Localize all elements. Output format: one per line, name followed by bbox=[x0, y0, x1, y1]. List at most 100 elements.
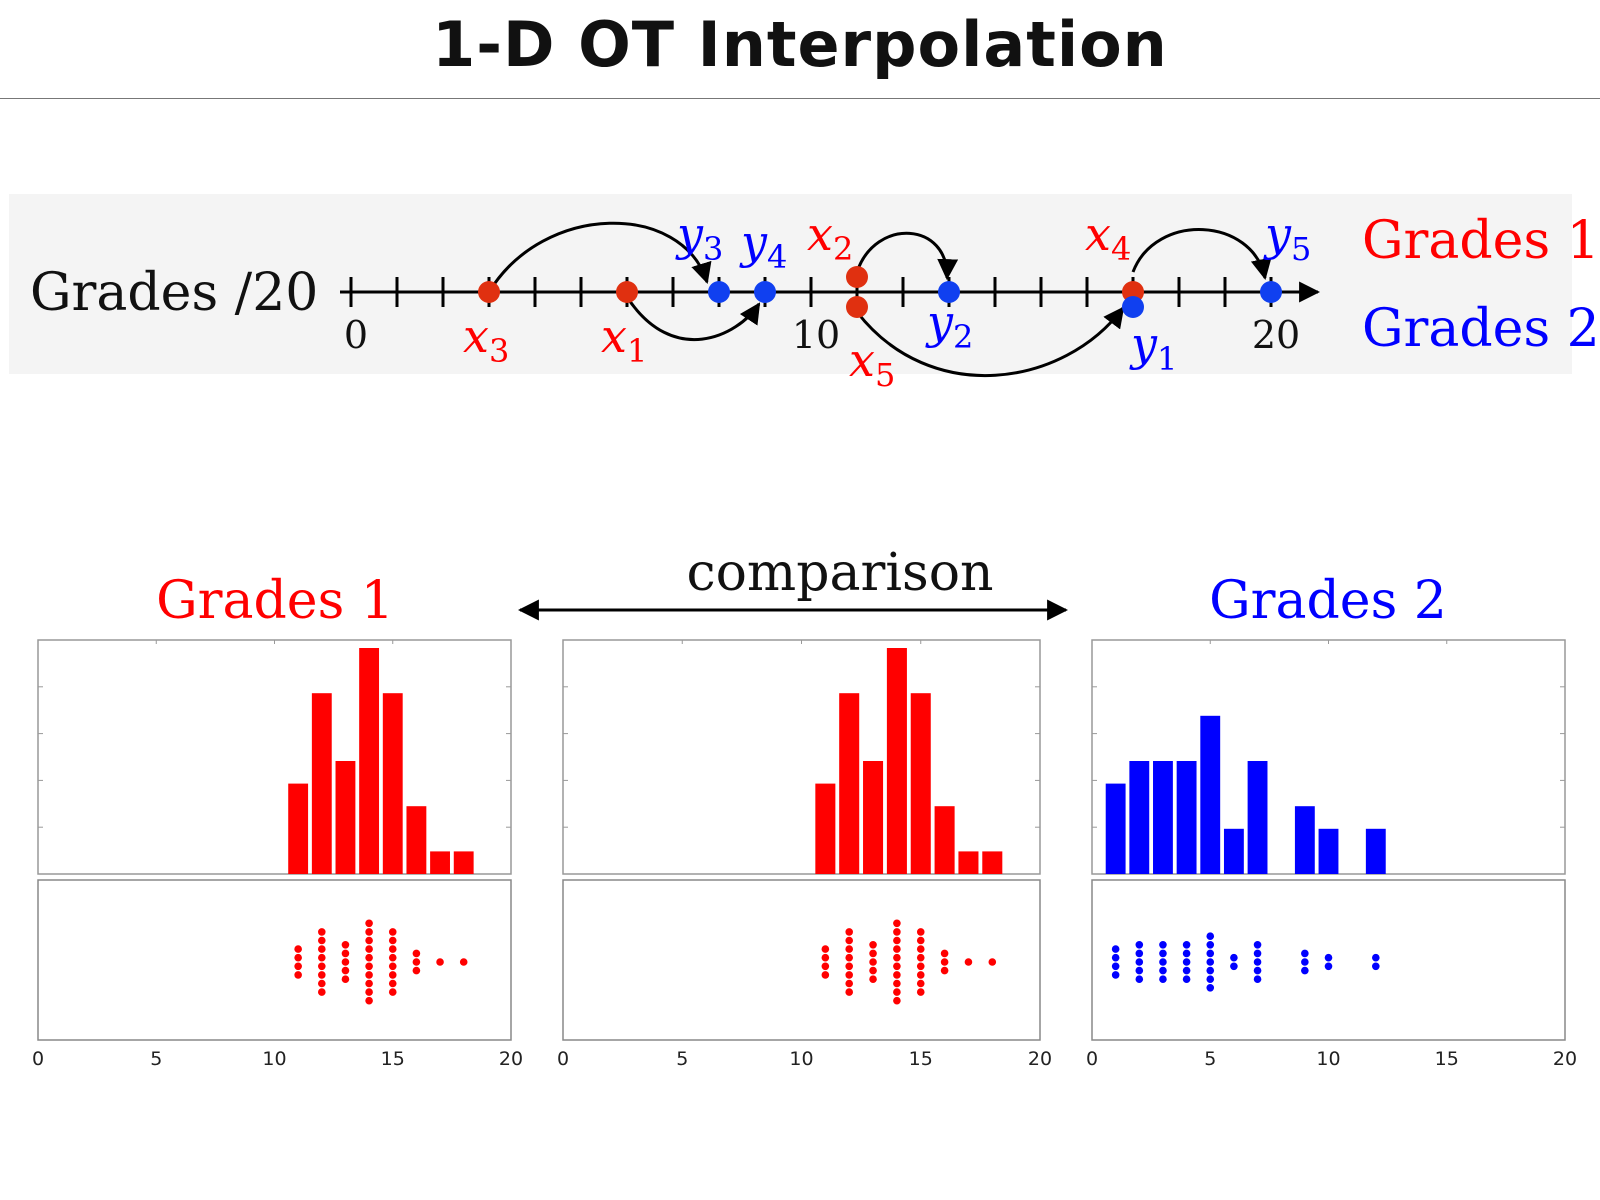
dotplot-dot bbox=[1230, 953, 1238, 962]
dotplot-dot bbox=[1182, 975, 1191, 983]
y3-label: y3 bbox=[675, 207, 723, 268]
x4-label: x4 bbox=[1085, 207, 1131, 268]
dotplot-dot bbox=[1206, 966, 1215, 975]
dotplot-dot bbox=[365, 971, 373, 979]
dotplot-dot bbox=[1135, 966, 1144, 975]
dotplot-dot bbox=[1301, 958, 1309, 966]
dotplot-dot bbox=[1301, 966, 1309, 975]
dotplot-dot bbox=[845, 979, 853, 988]
dotplot-dot bbox=[845, 971, 853, 979]
dotplot-dot bbox=[318, 962, 326, 971]
dotplot-frame bbox=[37, 879, 512, 1041]
dotplot-dot bbox=[821, 953, 830, 962]
y5-label: y5 bbox=[1263, 207, 1311, 268]
dotplot-dot bbox=[845, 945, 853, 953]
dotplot-dot bbox=[1111, 945, 1120, 953]
histogram-panels: 0 5 10 15 20 0 5 10 15 20 0 5 10 15 20 bbox=[32, 639, 1577, 1070]
histogram-bar bbox=[1318, 828, 1339, 874]
dotplot-dot bbox=[459, 958, 468, 966]
histogram-bar bbox=[288, 783, 309, 874]
dotplot-dot bbox=[845, 928, 853, 936]
panel-title-grades-1: Grades 1 bbox=[156, 571, 394, 631]
dotplot-dot bbox=[294, 945, 302, 953]
dotplot-dot bbox=[893, 962, 901, 971]
dotplot-dot bbox=[412, 949, 421, 958]
legend-grades-1: Grades 1 bbox=[1362, 211, 1600, 271]
dotplot-dot bbox=[916, 962, 925, 971]
dotplot-dot bbox=[845, 936, 853, 945]
panel-x-tick-label: 20 bbox=[499, 1048, 523, 1070]
histogram-bar bbox=[1223, 828, 1244, 874]
histogram-bar bbox=[863, 761, 884, 874]
dotplot-dot bbox=[1135, 941, 1144, 949]
dotplot-dot bbox=[318, 945, 326, 953]
dotplot-dot bbox=[318, 988, 326, 996]
dotplot-dot bbox=[988, 958, 997, 966]
dotplot-dot bbox=[845, 988, 853, 996]
x5-dot bbox=[846, 296, 868, 318]
histogram-bar bbox=[1129, 761, 1150, 874]
dotplot-dot bbox=[1206, 941, 1215, 949]
dotplot-dot bbox=[388, 988, 397, 996]
panel-x-tick-label: 0 bbox=[32, 1048, 44, 1070]
dotplot-dot bbox=[821, 962, 830, 971]
panel-x-tick-label: 5 bbox=[1204, 1048, 1216, 1070]
histogram-bar bbox=[1105, 783, 1126, 874]
dotplot-dot bbox=[1159, 966, 1167, 975]
y4-label: y4 bbox=[739, 215, 787, 276]
dotplot-dot bbox=[1182, 966, 1191, 975]
histogram-bar bbox=[1200, 715, 1221, 874]
dotplot-dot bbox=[1135, 949, 1144, 958]
x1-dot bbox=[616, 281, 638, 303]
dotplot-dot bbox=[1206, 949, 1215, 958]
transport-arrow bbox=[625, 296, 761, 342]
panel-3: 0 5 10 15 20 bbox=[1086, 639, 1577, 1070]
tick-label-0: 0 bbox=[344, 313, 368, 357]
y3-dot bbox=[708, 281, 730, 303]
dotplot-dot bbox=[916, 945, 925, 953]
dotplot-dot bbox=[294, 953, 302, 962]
y1-dot bbox=[1122, 296, 1144, 318]
histogram-bar bbox=[1247, 761, 1268, 874]
dotplot-dot bbox=[940, 966, 949, 975]
histogram-bar bbox=[382, 693, 403, 874]
panel-x-tick-label: 15 bbox=[1435, 1048, 1459, 1070]
dotplot-dot bbox=[318, 928, 326, 936]
histogram-bar bbox=[1294, 806, 1315, 874]
histogram-frame bbox=[562, 639, 1041, 875]
histogram-bar bbox=[453, 851, 474, 874]
dotplot-dot bbox=[388, 945, 397, 953]
panel-x-tick-label: 15 bbox=[909, 1048, 933, 1070]
dotplot-dot bbox=[1159, 975, 1167, 983]
dotplot-dot bbox=[845, 953, 853, 962]
transport-arrow bbox=[1131, 228, 1272, 281]
grade-dots bbox=[478, 266, 1282, 318]
dotplot-dot bbox=[1230, 962, 1238, 971]
histogram-bar bbox=[1176, 761, 1197, 874]
tick-label-20: 20 bbox=[1252, 313, 1300, 357]
dotplot-dot bbox=[869, 949, 877, 958]
dotplot-dot bbox=[318, 953, 326, 962]
dotplot-dot bbox=[893, 971, 901, 979]
dotplot-dot bbox=[388, 971, 397, 979]
histogram-bar bbox=[886, 648, 907, 874]
histogram-bar bbox=[1153, 761, 1173, 874]
y4-dot bbox=[754, 281, 776, 303]
panel-x-tick-label: 5 bbox=[150, 1048, 162, 1070]
slide-title: 1-D OT Interpolation bbox=[432, 8, 1168, 81]
dotplot-dot bbox=[893, 928, 901, 936]
dotplot-dot bbox=[294, 962, 302, 971]
y1-label: y1 bbox=[1129, 317, 1177, 378]
dotplot-dot bbox=[1206, 975, 1215, 983]
dotplot-dot bbox=[365, 945, 373, 953]
histogram-bar bbox=[982, 851, 1003, 874]
transport-arrow bbox=[487, 221, 712, 293]
dotplot-dot bbox=[1182, 941, 1191, 949]
dotplot-dot bbox=[436, 958, 444, 966]
dotplot-dot bbox=[388, 953, 397, 962]
y2-dot bbox=[938, 281, 960, 303]
dotplot-dot bbox=[294, 971, 302, 979]
dotplot-dot bbox=[916, 953, 925, 962]
